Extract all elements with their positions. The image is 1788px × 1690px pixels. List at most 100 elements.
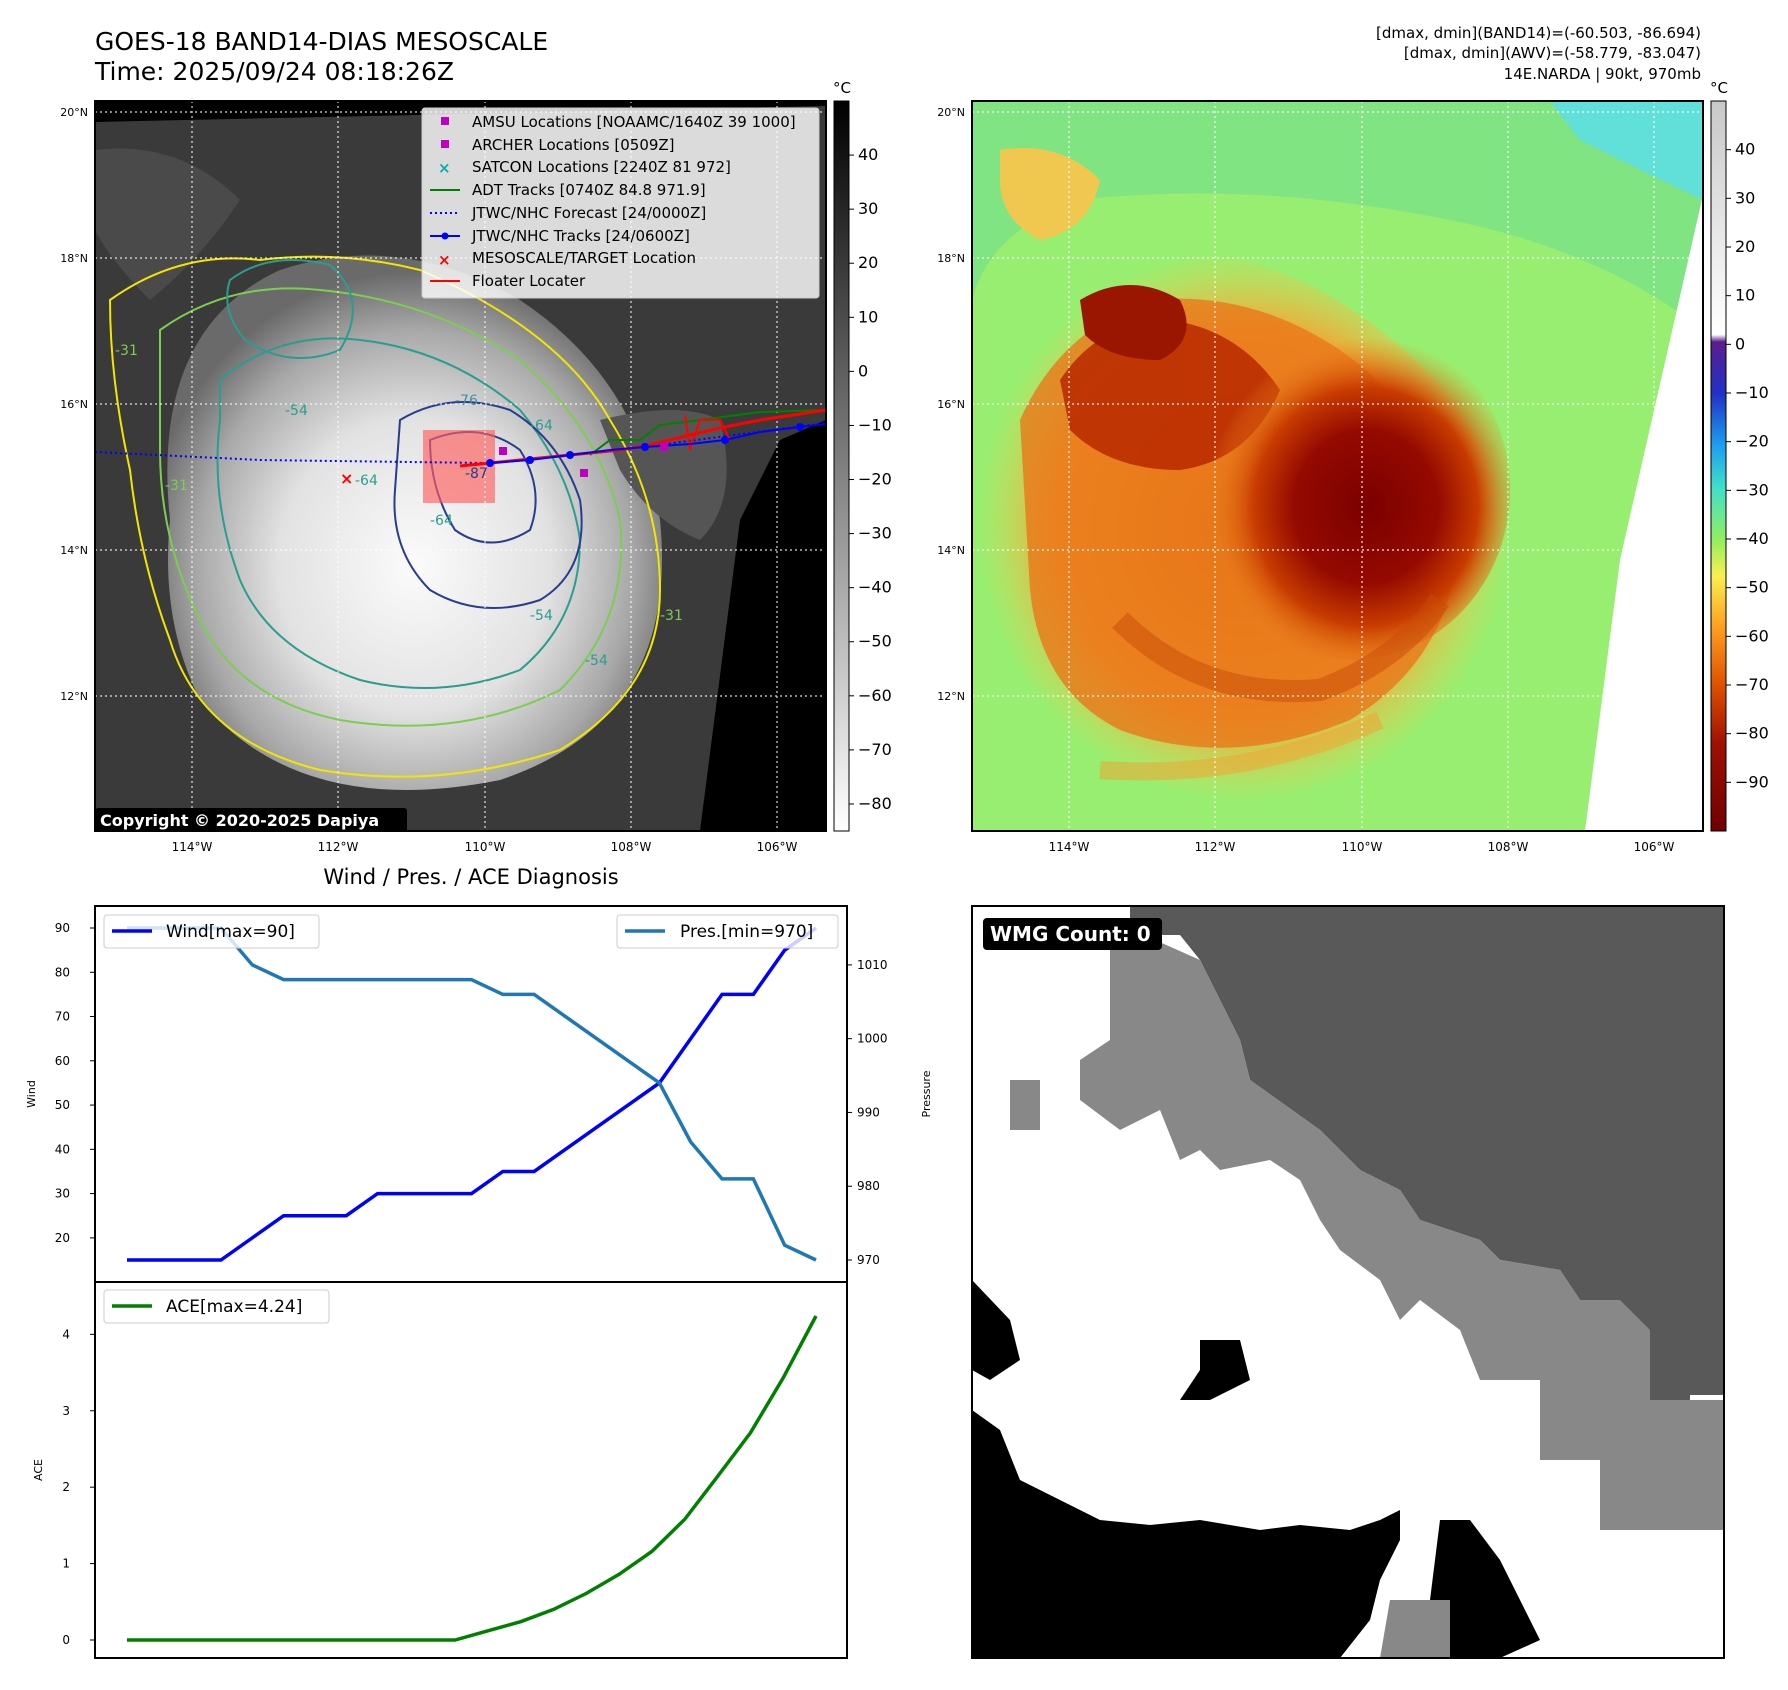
contour-label-9: -31 [660,608,683,624]
contour-label-6: -54 [585,653,608,669]
colorbar-left-tick-label: −40 [858,578,892,597]
lat-tick-16-r: 16°N [937,398,965,411]
lat-tick-14-r: 14°N [937,544,965,557]
lat-tick-20: 20°N [60,106,88,119]
colorbar-left-tick-label: −10 [858,415,892,434]
contour-label-4: -31 [115,343,138,359]
lat-tick-20-r: 20°N [937,106,965,119]
legend-adt: ADT Tracks [0740Z 84.8 971.9] [472,181,706,199]
colorbar-right-tick-label: 30 [1735,188,1755,207]
wind-tick-label: 20 [55,1231,70,1245]
colorbar-right-tick-label: 20 [1735,237,1755,256]
lat-tick-16: 16°N [60,398,88,411]
legend-archer: ARCHER Locations [0509Z] [472,136,675,154]
colorbar-right-tick-label: 10 [1735,286,1755,305]
figure-time: Time: 2025/09/24 08:18:26Z [94,57,454,86]
colorbar-right-tick-label: −40 [1735,529,1769,548]
contour-label-2: -64 [530,418,553,434]
wind-tick-label: 50 [55,1098,70,1112]
adt-track [589,409,826,456]
colorbar-left-tick-label: −20 [858,470,892,489]
wmg-panel: WMG Count: 0 [971,905,1725,1659]
legend-target: MESOSCALE/TARGET Location [472,249,696,267]
wmg-count-badge: WMG Count: 0 [990,922,1151,946]
floater-box [423,430,495,503]
contour-mid [159,287,623,727]
colorbar-left-tick-label: −60 [858,686,892,705]
lon-tick-108-r: 108°W [1488,840,1529,854]
ace-panel: 4 3 2 1 0 ACE ACE[max=4.24] [32,1281,848,1659]
ir-map: × -76 -64 -54 -31 -64 -54 -31 -54 -31 -6… [60,100,827,854]
wind-ylabel: Wind [25,1080,38,1108]
awv-map: 20°N 18°N 16°N 14°N 12°N 114°W 112°W 110… [937,100,1704,854]
wind-series-line [127,926,818,1262]
pressure-tick-label: 970 [857,1253,880,1267]
ace-tick-label: 4 [62,1327,70,1341]
colorbar-right-tick-label: −80 [1735,724,1769,743]
colorbar-right-tick-label: 40 [1735,140,1755,159]
colorbar-right-tick-label: 0 [1735,334,1745,353]
legend-tracks: JTWC/NHC Tracks [24/0600Z] [471,227,690,245]
colorbar-right-tick-label: −30 [1735,480,1769,499]
legend-forecast: JTWC/NHC Forecast [24/0000Z] [471,204,706,222]
colorbar-left-tick-label: 10 [858,307,878,326]
lon-tick-112: 112°W [318,840,359,854]
wmg-dark-region [1130,906,1724,1400]
pressure-legend-label: Pres.[min=970] [680,922,813,942]
diagnosis-title: Wind / Pres. / ACE Diagnosis [323,865,618,889]
colorbar-right-tick-label: −10 [1735,383,1769,402]
wind-tick-label: 90 [55,921,70,935]
no-data-wedge [700,420,826,831]
colorbar-left-tick-label: 30 [858,199,878,218]
lat-tick-18: 18°N [60,252,88,265]
svg-text:×: × [438,159,451,177]
pressure-tick-label: 990 [857,1105,880,1119]
wind-legend: Wind[max=90] [103,914,320,949]
wind-tick-label: 60 [55,1054,70,1068]
copyright-badge: Copyright © 2020-2025 Dapiya [100,811,379,830]
ace-tick-label: 2 [62,1480,70,1494]
contour-core [393,401,583,609]
contour-inner [216,337,582,689]
lat-tick-12-r: 12°N [937,690,965,703]
storm-core [1190,320,1510,660]
colorbar-gray: °C 40 30 20 10 0 −10 −20 −30 −40 −50 −60 −70 −80 [833,79,892,832]
colorbar-left-tick-label: −50 [858,632,892,651]
lon-tick-106: 106°W [757,840,798,854]
svg-text:×: × [340,469,353,488]
lon-tick-110-r: 110°W [1342,840,1383,854]
pressure-legend: Pres.[min=970] [616,914,839,949]
lon-tick-110: 110°W [465,840,506,854]
contour-label-11: -87 [465,466,488,482]
dmax-awv: [dmax, dmin](AWV)=(-58.779, -83.047) [1404,44,1701,62]
lat-tick-18-r: 18°N [937,252,965,265]
lon-tick-114-r: 114°W [1049,840,1090,854]
ace-legend-label: ACE[max=4.24] [166,1297,302,1317]
contour-label-7: -31 [165,478,188,494]
lon-tick-106-r: 106°W [1634,840,1675,854]
ace-tick-label: 0 [62,1633,70,1647]
colorbar-left-tick-label: 40 [858,145,878,164]
contour-label-8: -54 [285,403,308,419]
pressure-series-line [127,926,817,1262]
wind-tick-label: 40 [55,1142,70,1156]
dmax-band14: [dmax, dmin](BAND14)=(-60.503, -86.694) [1376,24,1701,42]
ace-series-line [127,1315,818,1642]
contour-outer [108,255,662,778]
colorbar-unit-left: °C [833,79,851,97]
colorbar-color: °C 40 30 20 10 0 −10 −20 −30 −40 −50 −60 −70 −80 −90 [1710,79,1769,832]
ace-tick-label: 3 [62,1404,70,1418]
lat-tick-12: 12°N [60,690,88,703]
colorbar-right-tick-label: −70 [1735,675,1769,694]
ace-tick-label: 1 [62,1557,70,1571]
contour-label-1: -76 [455,393,478,409]
contour-label-10: -64 [355,473,378,489]
colorbar-unit-right: °C [1710,79,1728,97]
contour-label-3: -54 [530,608,553,624]
ace-ylabel: ACE [32,1459,45,1481]
colorbar-right-tick-label: −90 [1735,772,1769,791]
wind-tick-label: 80 [55,965,70,979]
colorbar-left-tick-label: −80 [858,794,892,813]
